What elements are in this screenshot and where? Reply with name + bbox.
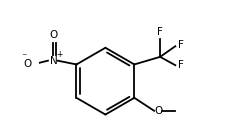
- Text: O: O: [49, 30, 58, 40]
- Text: N: N: [50, 56, 57, 66]
- Text: O: O: [23, 59, 32, 69]
- Text: ⁻: ⁻: [21, 53, 27, 63]
- Text: F: F: [157, 27, 162, 37]
- Text: +: +: [56, 50, 62, 59]
- Text: O: O: [154, 106, 162, 116]
- Text: F: F: [177, 40, 183, 51]
- Text: F: F: [177, 60, 183, 70]
